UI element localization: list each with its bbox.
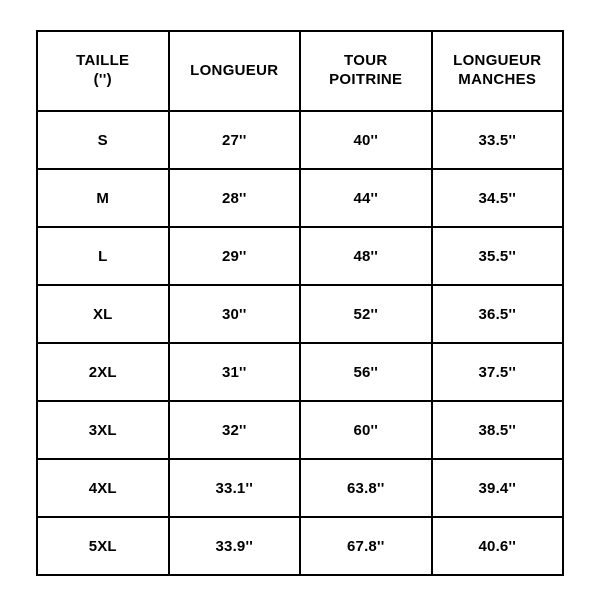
- cell-sleeve: 40.6'': [432, 517, 564, 575]
- cell-sleeve: 38.5'': [432, 401, 564, 459]
- table-row: XL 30'' 52'' 36.5'': [37, 285, 563, 343]
- col-header-line1: LONGUEUR: [437, 52, 559, 71]
- col-header-line2: MANCHES: [437, 71, 559, 90]
- cell-chest: 48'': [300, 227, 432, 285]
- cell-chest: 63.8'': [300, 459, 432, 517]
- cell-chest: 44'': [300, 169, 432, 227]
- cell-size: L: [37, 227, 169, 285]
- cell-size: M: [37, 169, 169, 227]
- cell-chest: 60'': [300, 401, 432, 459]
- cell-size: 2XL: [37, 343, 169, 401]
- col-header-tour-poitrine: TOUR POITRINE: [300, 31, 432, 111]
- col-header-line2: POITRINE: [305, 71, 427, 90]
- cell-sleeve: 37.5'': [432, 343, 564, 401]
- table-row: 5XL 33.9'' 67.8'' 40.6'': [37, 517, 563, 575]
- cell-length: 27'': [169, 111, 301, 169]
- cell-size: S: [37, 111, 169, 169]
- cell-size: XL: [37, 285, 169, 343]
- cell-size: 3XL: [37, 401, 169, 459]
- col-header-taille: TAILLE (''): [37, 31, 169, 111]
- cell-chest: 40'': [300, 111, 432, 169]
- table-row: L 29'' 48'' 35.5'': [37, 227, 563, 285]
- table-row: 3XL 32'' 60'' 38.5'': [37, 401, 563, 459]
- cell-length: 33.1'': [169, 459, 301, 517]
- size-chart-table: TAILLE ('') LONGUEUR TOUR POITRINE LONGU…: [36, 30, 564, 576]
- col-header-line1: TAILLE: [42, 52, 164, 71]
- cell-sleeve: 36.5'': [432, 285, 564, 343]
- table-row: S 27'' 40'' 33.5'': [37, 111, 563, 169]
- cell-length: 29'': [169, 227, 301, 285]
- cell-size: 5XL: [37, 517, 169, 575]
- cell-length: 28'': [169, 169, 301, 227]
- cell-size: 4XL: [37, 459, 169, 517]
- cell-sleeve: 35.5'': [432, 227, 564, 285]
- cell-length: 30'': [169, 285, 301, 343]
- cell-chest: 56'': [300, 343, 432, 401]
- cell-chest: 67.8'': [300, 517, 432, 575]
- header-row: TAILLE ('') LONGUEUR TOUR POITRINE LONGU…: [37, 31, 563, 111]
- col-header-longueur: LONGUEUR: [169, 31, 301, 111]
- col-header-line2: (''): [42, 71, 164, 90]
- cell-sleeve: 39.4'': [432, 459, 564, 517]
- cell-chest: 52'': [300, 285, 432, 343]
- cell-length: 33.9'': [169, 517, 301, 575]
- cell-length: 31'': [169, 343, 301, 401]
- col-header-line1: LONGUEUR: [174, 62, 296, 81]
- col-header-longueur-manches: LONGUEUR MANCHES: [432, 31, 564, 111]
- table-row: 4XL 33.1'' 63.8'' 39.4'': [37, 459, 563, 517]
- cell-length: 32'': [169, 401, 301, 459]
- table-row: M 28'' 44'' 34.5'': [37, 169, 563, 227]
- size-chart-container: TAILLE ('') LONGUEUR TOUR POITRINE LONGU…: [0, 0, 600, 600]
- table-row: 2XL 31'' 56'' 37.5'': [37, 343, 563, 401]
- col-header-line1: TOUR: [305, 52, 427, 71]
- cell-sleeve: 34.5'': [432, 169, 564, 227]
- cell-sleeve: 33.5'': [432, 111, 564, 169]
